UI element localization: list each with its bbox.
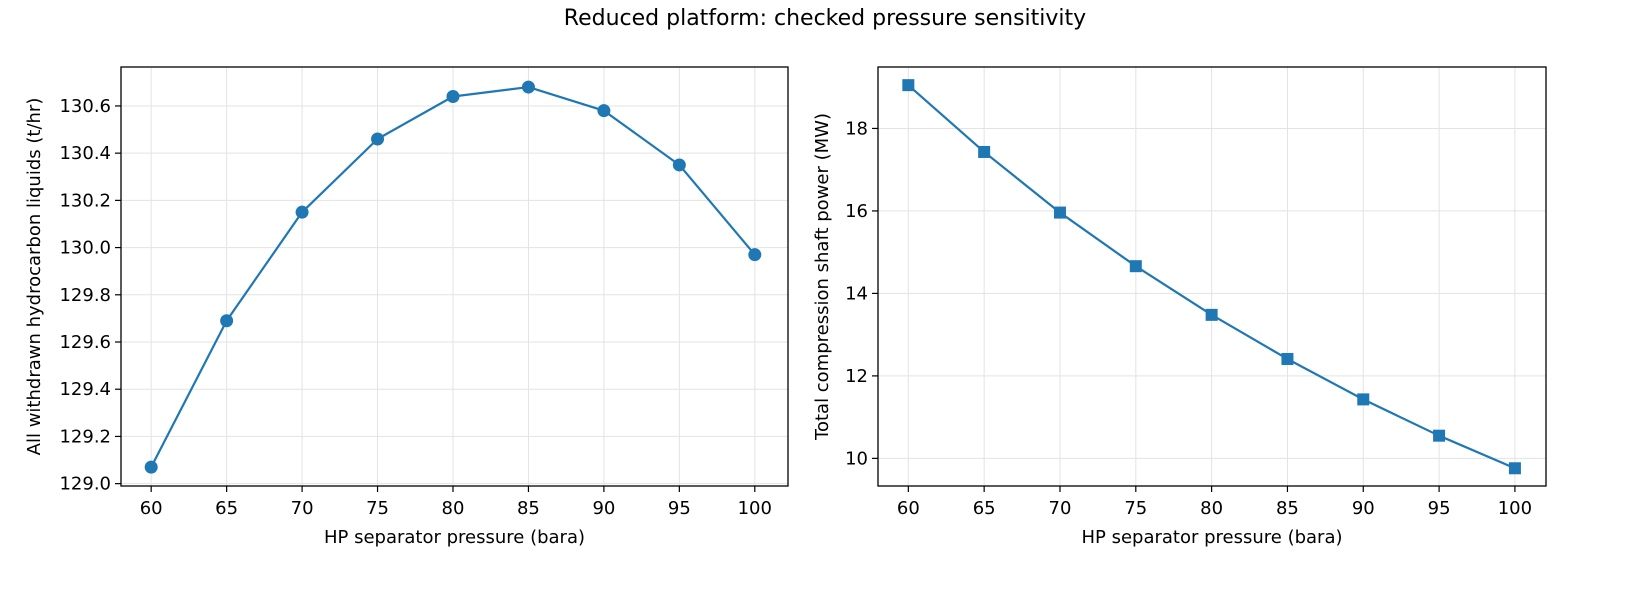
data-point [446,90,460,104]
y-axis-label: All withdrawn hydrocarbon liquids (t/hr) [24,98,45,456]
x-tick-label: 95 [668,498,691,519]
y-tick-label: 130.0 [59,238,111,259]
y-tick-label: 16 [845,201,868,222]
y-tick-label: 129.0 [59,474,111,495]
figure-title: Reduced platform: checked pressure sensi… [563,6,1087,31]
y-tick-label: 129.8 [59,285,111,306]
x-tick-label: 60 [897,498,920,519]
data-point [1508,462,1521,475]
x-tick-label: 85 [517,498,540,519]
data-point [1357,393,1370,406]
chart-liquids: 60 65 70 75 80 85 90 95 100 129.0 129.2 129.4 129.6 1… [24,66,789,548]
axes-frame [120,66,789,487]
data-point [672,158,686,172]
x-tick-label: 75 [1124,498,1147,519]
x-tick-label: 65 [215,498,238,519]
data-point [978,145,991,158]
y-tick-label: 12 [845,366,868,387]
x-tick-label: 80 [442,498,465,519]
y-tick-label: 130.6 [59,96,111,117]
y-tick-label: 18 [845,118,868,139]
data-point [295,205,309,219]
x-tick-label: 80 [1200,498,1223,519]
data-point [1281,352,1294,365]
y-tick-label: 10 [845,448,868,469]
x-tick-label: 65 [973,498,996,519]
y-tick-label: 14 [845,283,868,304]
x-tick-label: 60 [140,498,163,519]
x-tick-label: 100 [738,498,772,519]
x-tick-label: 100 [1498,498,1532,519]
chart-power: 60 65 70 75 80 85 90 95 100 10 12 14 16 18 HP separato… [812,66,1547,548]
data-point [597,104,611,118]
data-point [1053,206,1066,219]
x-tick-label: 75 [366,498,389,519]
data-point [1433,429,1446,442]
y-tick-label: 129.6 [59,332,111,353]
x-tick-label: 90 [592,498,615,519]
y-axis-label: Total compression shaft power (MW) [812,113,833,441]
data-point [144,460,158,474]
x-tick-label: 95 [1428,498,1451,519]
x-tick-label: 70 [1049,498,1072,519]
x-axis-label: HP separator pressure (bara) [1081,527,1342,548]
y-tick-label: 130.2 [59,190,111,211]
data-point [1129,260,1142,273]
x-tick-label: 90 [1352,498,1375,519]
y-tick-label: 129.2 [59,426,111,447]
y-tick-label: 130.4 [59,143,111,164]
data-point [521,80,535,94]
y-tick-label: 129.4 [59,379,111,400]
data-point [371,132,385,146]
data-point [748,248,762,262]
x-axis-label: HP separator pressure (bara) [324,527,585,548]
data-point [220,314,234,328]
data-point [902,79,915,92]
data-point [1205,308,1218,321]
x-tick-label: 70 [291,498,314,519]
x-tick-label: 85 [1276,498,1299,519]
